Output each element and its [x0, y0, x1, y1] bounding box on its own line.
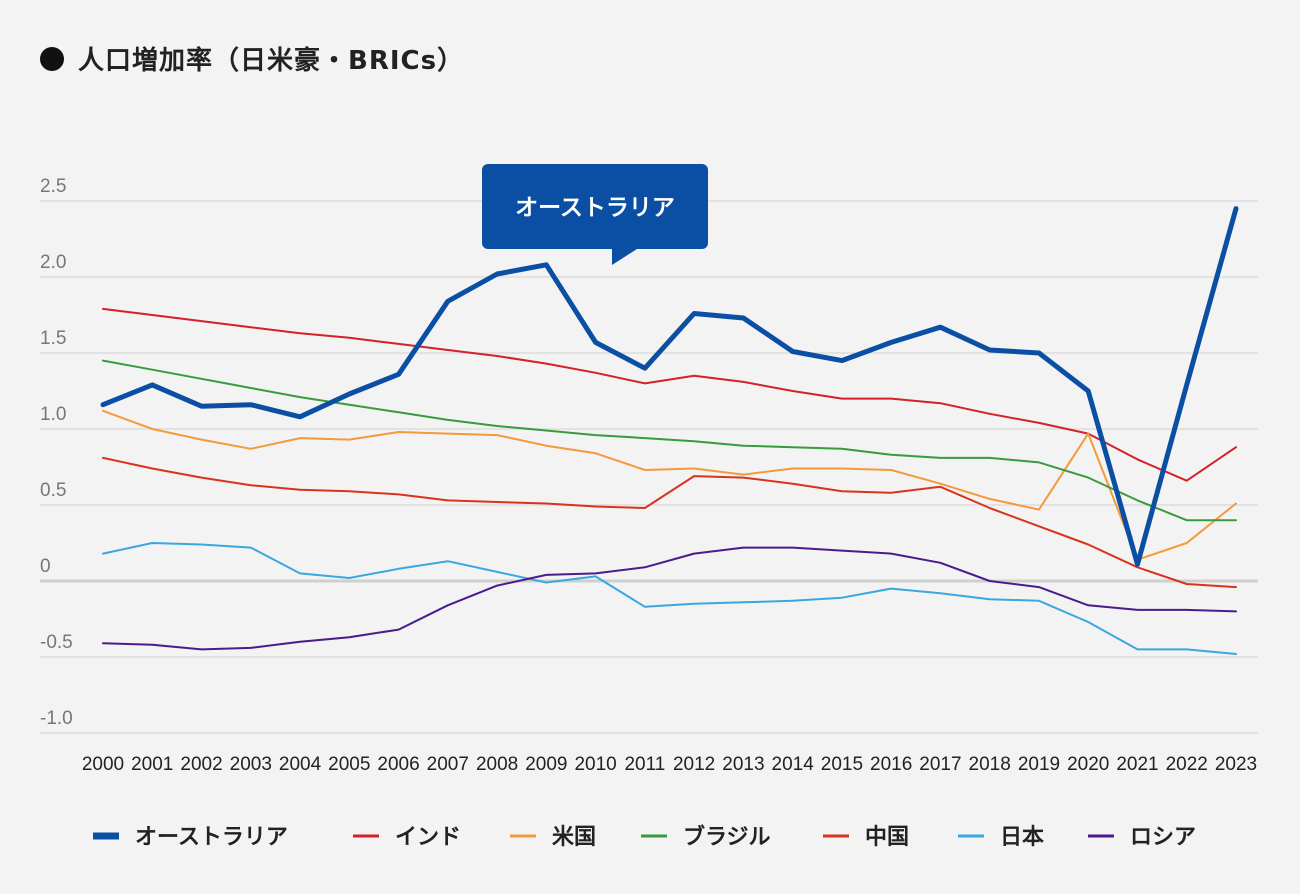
tooltip-box — [482, 164, 708, 249]
x-tick-label: 2001 — [131, 754, 173, 775]
y-tick-label: -0.5 — [40, 632, 73, 653]
x-tick-label: 2003 — [230, 754, 272, 775]
series-line — [102, 307, 1237, 482]
x-tick-label: 2009 — [525, 754, 567, 775]
legend-label: 米国 — [552, 825, 596, 850]
series-line — [102, 546, 1237, 651]
legend-label: 中国 — [865, 825, 909, 850]
x-tick-label: 2018 — [969, 754, 1011, 775]
tooltip-label: オーストラリア — [515, 195, 675, 221]
legend-label: ロシア — [1130, 825, 1196, 850]
y-tick-label: 1.5 — [40, 328, 66, 349]
x-tick-label: 2016 — [870, 754, 912, 775]
chart-title-text: 人口増加率（日米豪・BRICs） — [78, 46, 465, 76]
y-tick-label: 2.0 — [40, 252, 66, 273]
y-tick-label: 2.5 — [40, 176, 66, 197]
tooltip-callout: オーストラリア — [482, 164, 708, 265]
x-tick-label: 2013 — [722, 754, 764, 775]
legend-label: オーストラリア — [135, 825, 288, 850]
x-tick-label: 2005 — [328, 754, 370, 775]
x-tick-label: 2007 — [427, 754, 469, 775]
x-tick-label: 2010 — [574, 754, 616, 775]
x-tick-label: 2023 — [1215, 754, 1257, 775]
series-line — [102, 359, 1237, 522]
series-line — [100, 206, 1239, 567]
x-tick-label: 2014 — [772, 754, 815, 775]
y-tick-label: 1.0 — [40, 404, 66, 425]
series-line — [102, 409, 1237, 561]
legend-label: 日本 — [1000, 825, 1044, 850]
legend-label: ブラジル — [683, 824, 771, 850]
grid-lines — [40, 200, 1258, 734]
y-tick-label: 0.5 — [40, 480, 66, 501]
series-line — [102, 456, 1237, 589]
tooltip-pointer — [612, 247, 640, 265]
x-tick-label: 2006 — [377, 754, 419, 775]
x-tick-label: 2002 — [180, 754, 222, 775]
legend-label: インド — [395, 825, 461, 850]
bullet-dot-icon — [40, 46, 64, 71]
series-line — [102, 542, 1237, 655]
x-tick-label: 2021 — [1116, 754, 1158, 775]
y-tick-label: -1.0 — [40, 708, 73, 729]
x-tick-label: 2019 — [1018, 754, 1060, 775]
x-tick-label: 2000 — [82, 754, 124, 775]
x-tick-label: 2008 — [476, 754, 518, 775]
x-tick-label: 2022 — [1166, 754, 1208, 775]
x-tick-label: 2017 — [919, 754, 961, 775]
x-tick-label: 2011 — [624, 754, 665, 775]
x-tick-label: 2012 — [673, 754, 715, 775]
y-tick-label: 0 — [40, 556, 51, 577]
x-tick-label: 2020 — [1067, 754, 1109, 775]
x-tick-label: 2004 — [279, 754, 322, 775]
x-tick-label: 2015 — [821, 754, 863, 775]
chart-title: 人口増加率（日米豪・BRICs） — [40, 40, 464, 77]
